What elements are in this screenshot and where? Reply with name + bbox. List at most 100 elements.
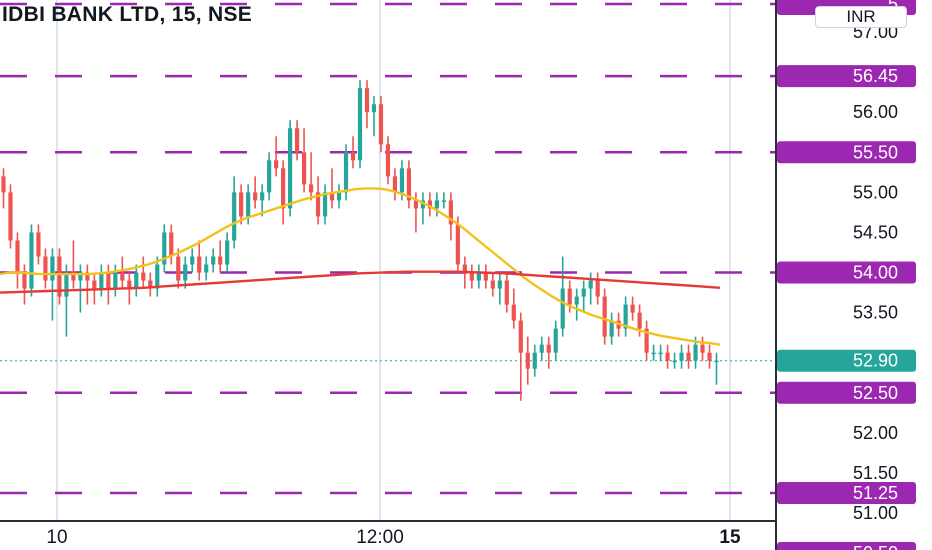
- level-price-tag-label: 56.45: [853, 66, 898, 86]
- candle-body: [218, 256, 223, 265]
- candle-body: [476, 272, 481, 281]
- level-price-tag-label: 50.50: [853, 543, 898, 550]
- candle-body: [106, 272, 111, 289]
- level-price-tag: [777, 261, 916, 284]
- last-price-tag: [777, 349, 916, 372]
- candle-body: [679, 352, 684, 361]
- candle-body: [707, 352, 712, 361]
- grid: [56, 0, 731, 521]
- price-tick-label: 56.00: [853, 102, 898, 122]
- candle-body: [644, 328, 649, 353]
- candle-body: [267, 160, 272, 193]
- candle-body: [169, 232, 174, 257]
- candle-body: [43, 256, 48, 281]
- candle-body: [127, 280, 132, 289]
- level-price-tag: [777, 481, 916, 504]
- candle-body: [609, 320, 614, 337]
- candle-body: [357, 88, 363, 161]
- last-price-tag-label: 52.90: [853, 351, 898, 371]
- price-tick-label: 52.00: [853, 423, 898, 443]
- time-tick-label: 10: [46, 527, 67, 548]
- candle-body: [581, 288, 586, 297]
- candles: [1, 80, 719, 401]
- candle-body: [57, 256, 62, 297]
- candle-body: [602, 296, 607, 337]
- level-price-tag: [777, 542, 916, 550]
- candle-body: [92, 280, 97, 289]
- candle-body: [406, 168, 412, 201]
- candle-body: [385, 144, 391, 177]
- candle-body: [155, 264, 160, 289]
- candle-body: [497, 280, 502, 289]
- price-tick-label: 51.00: [853, 503, 898, 523]
- candle-body: [274, 160, 279, 169]
- candle-body: [658, 352, 663, 355]
- candle-body: [64, 272, 69, 297]
- candle-body: [322, 192, 328, 217]
- candle-body: [29, 232, 34, 289]
- candle-body: [120, 272, 125, 281]
- price-tick-label: 53.50: [853, 303, 898, 323]
- candle-body: [15, 240, 20, 273]
- candle-body: [8, 192, 13, 241]
- candle-body: [134, 272, 139, 289]
- candle-body: [441, 200, 446, 202]
- candle-body: [504, 280, 509, 305]
- candle-body: [22, 272, 27, 289]
- candle-body: [148, 280, 153, 289]
- candle-body: [36, 232, 41, 257]
- candle-body: [204, 264, 209, 273]
- moving-average-slow-line: [0, 270, 721, 294]
- candle-body: [392, 176, 398, 193]
- candle-body: [85, 272, 90, 281]
- candle-body: [511, 304, 516, 321]
- candle-body: [315, 192, 321, 217]
- candle-body: [553, 328, 558, 353]
- candle-body: [1, 176, 6, 193]
- time-axis[interactable]: 10 12:00 15: [46, 527, 741, 548]
- candle-body: [700, 344, 705, 353]
- level-price-tag: [777, 65, 916, 88]
- candle-body: [162, 232, 167, 265]
- candle-body: [714, 360, 719, 363]
- candle-body: [239, 192, 244, 217]
- price-tick-label: 51.50: [853, 463, 898, 483]
- candle-body: [448, 200, 453, 225]
- candle-body: [686, 352, 691, 361]
- candle-body: [336, 192, 342, 201]
- candle-body: [434, 200, 439, 209]
- candle-body: [294, 128, 300, 153]
- candle-body: [260, 192, 265, 201]
- candle-body: [50, 256, 55, 281]
- candle-body: [420, 200, 426, 209]
- candle-body: [253, 192, 258, 201]
- candle-body: [183, 264, 188, 281]
- candle-body: [413, 200, 419, 209]
- level-price-tag-label: 55.50: [853, 142, 898, 162]
- candle-body: [308, 184, 314, 193]
- candle-body: [630, 304, 635, 313]
- candle-body: [462, 264, 467, 273]
- candle-body: [190, 256, 195, 265]
- level-price-tag: [777, 141, 916, 164]
- candle-body: [288, 128, 293, 209]
- candle-body: [197, 256, 202, 273]
- level-price-tag-label: 51.25: [853, 483, 898, 503]
- candle-body: [532, 352, 537, 369]
- candle-body: [364, 88, 370, 113]
- candle-body: [672, 360, 677, 363]
- candle-body: [71, 272, 76, 281]
- candle-body: [455, 224, 460, 265]
- candle-body: [399, 168, 405, 193]
- moving-average-fast-line: [0, 187, 721, 346]
- level-price-tag-label: 54.00: [853, 263, 898, 283]
- candle-body: [469, 272, 474, 281]
- price-tick-label: 55.00: [853, 182, 898, 202]
- candle-body: [329, 192, 335, 201]
- currency-button[interactable]: INR: [815, 6, 907, 28]
- candle-body: [623, 304, 628, 329]
- candle-body: [378, 104, 384, 145]
- candle-body: [246, 192, 251, 217]
- candle-body: [281, 168, 286, 209]
